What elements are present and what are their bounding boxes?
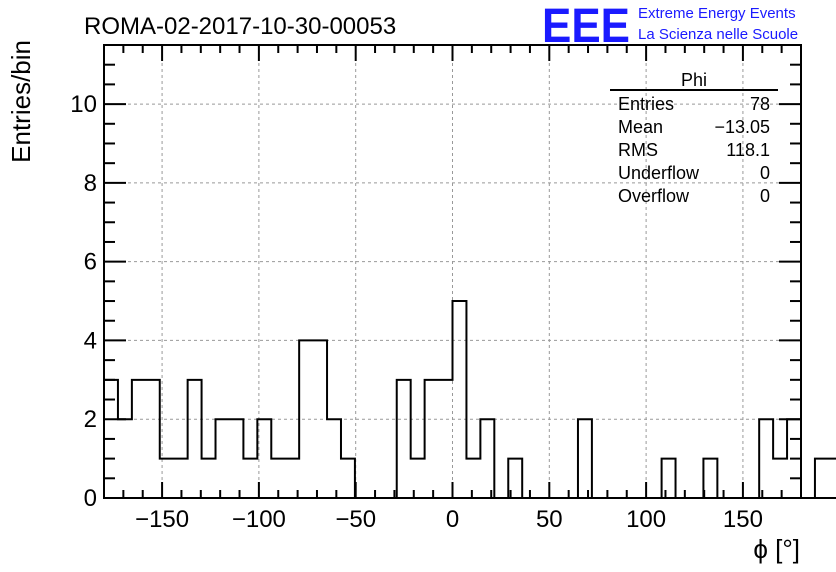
y-tick-label: 6 — [84, 249, 97, 276]
x-tick-label: −50 — [335, 506, 376, 533]
x-tick-label: 100 — [626, 506, 666, 533]
stats-value: 118.1 — [726, 140, 770, 160]
stats-label: Underflow — [618, 163, 700, 183]
x-axis-label: ϕ [°] — [753, 534, 800, 564]
x-tick-label: 0 — [446, 506, 459, 533]
y-axis-label: Entries/bin — [6, 40, 36, 163]
y-tick-label: 0 — [84, 485, 97, 512]
logo-mark: EEE — [542, 0, 630, 53]
stats-label: RMS — [618, 140, 658, 160]
histogram-series — [103, 300, 836, 499]
run-title: ROMA-02-2017-10-30-00053 — [84, 13, 396, 40]
x-tick-label: −100 — [232, 506, 286, 533]
x-tick-label: −150 — [135, 506, 189, 533]
stats-label: Entries — [618, 94, 674, 114]
x-tick-labels: −150 −100 −50 0 50 100 150 — [135, 506, 763, 533]
stats-value: −13.05 — [714, 117, 770, 137]
y-tick-label: 4 — [84, 327, 97, 354]
axis-ticks — [104, 45, 801, 499]
logo-line-1: Extreme Energy Events — [638, 5, 796, 22]
stats-label: Mean — [618, 117, 663, 137]
grid-lines — [104, 45, 801, 498]
y-tick-labels: 0 2 4 6 8 10 — [70, 91, 97, 512]
stats-box: Phi Entries 78 Mean −13.05 RMS 118.1 Underflow… — [610, 70, 778, 206]
x-tick-label: 150 — [723, 506, 763, 533]
y-tick-label: 2 — [84, 406, 97, 433]
y-tick-label: 8 — [84, 170, 97, 197]
x-tick-label: 50 — [536, 506, 563, 533]
logo-line-2: La Scienza nelle Scuole — [638, 26, 798, 43]
stats-label: Overflow — [618, 186, 690, 206]
stats-value: 78 — [750, 94, 770, 114]
y-tick-label: 10 — [70, 91, 97, 118]
stats-title: Phi — [681, 70, 707, 90]
stats-value: 0 — [760, 163, 770, 183]
stats-value: 0 — [760, 186, 770, 206]
